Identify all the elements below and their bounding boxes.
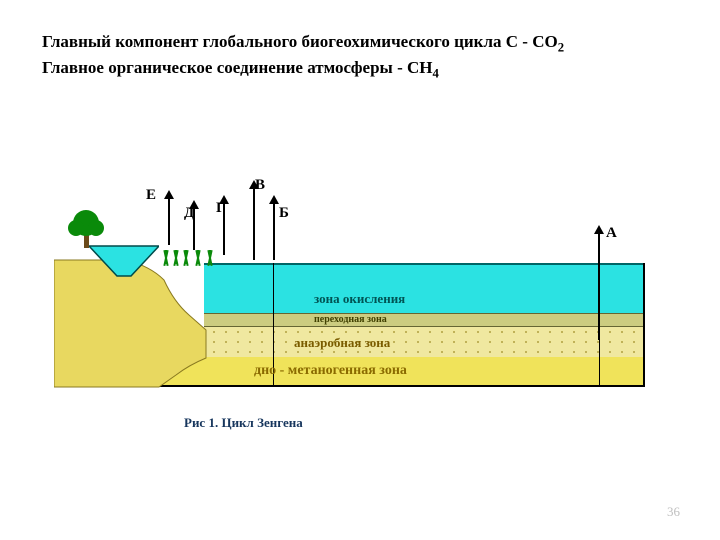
grass-icon xyxy=(172,250,180,266)
heading-1: Главный компонент глобального биогеохими… xyxy=(42,32,564,55)
zone-transition xyxy=(204,313,644,327)
heading-2: Главное органическое соединение атмосфер… xyxy=(42,58,439,81)
grass-icon xyxy=(206,250,214,266)
heading-subscript: 2 xyxy=(558,40,564,54)
zone-label: анаэробная зона xyxy=(294,335,390,351)
arrow-label-D: Д xyxy=(184,205,194,222)
page-number: 36 xyxy=(667,504,680,520)
arrow-label-E: Е xyxy=(146,187,156,204)
grass-icon xyxy=(162,250,170,266)
heading-text: Главный компонент глобального биогеохими… xyxy=(42,32,558,51)
zengen-cycle-diagram: зона окисления переходная зона анаэробная … xyxy=(54,170,644,420)
zone-oxidation xyxy=(204,263,644,313)
zone-label: дно - метаногенная зона xyxy=(254,363,407,379)
arrow-A xyxy=(594,225,604,340)
zone-label: зона окисления xyxy=(314,291,405,307)
grass-icon xyxy=(194,250,202,266)
arrow-label-A: A xyxy=(606,225,617,242)
arrow-E xyxy=(164,190,174,245)
heading-subscript: 4 xyxy=(433,66,439,80)
arrow-label-B: Б xyxy=(279,205,289,222)
right-border xyxy=(643,263,645,387)
figure-caption: Рис 1. Цикл Зенгена xyxy=(184,415,303,431)
grass-icon xyxy=(182,250,190,266)
arrow-B xyxy=(269,195,279,260)
arrow-label-V: В xyxy=(255,177,265,194)
arrow-label-G: Г xyxy=(216,200,226,217)
tree-icon xyxy=(72,210,102,250)
zone-anaerobic xyxy=(184,327,644,357)
heading-text: Главное органическое соединение атмосфер… xyxy=(42,58,433,77)
zone-label: переходная зона xyxy=(314,314,387,325)
